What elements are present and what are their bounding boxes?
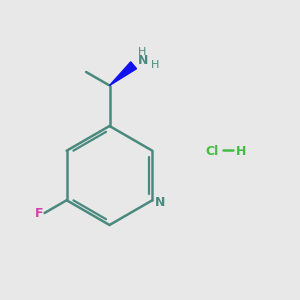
- Text: F: F: [34, 207, 43, 220]
- Text: Cl: Cl: [206, 145, 219, 158]
- Text: H: H: [151, 60, 159, 70]
- Text: H: H: [236, 145, 246, 158]
- Text: H: H: [138, 47, 146, 57]
- Text: N: N: [137, 54, 148, 67]
- Polygon shape: [110, 62, 136, 86]
- Text: N: N: [155, 196, 165, 209]
